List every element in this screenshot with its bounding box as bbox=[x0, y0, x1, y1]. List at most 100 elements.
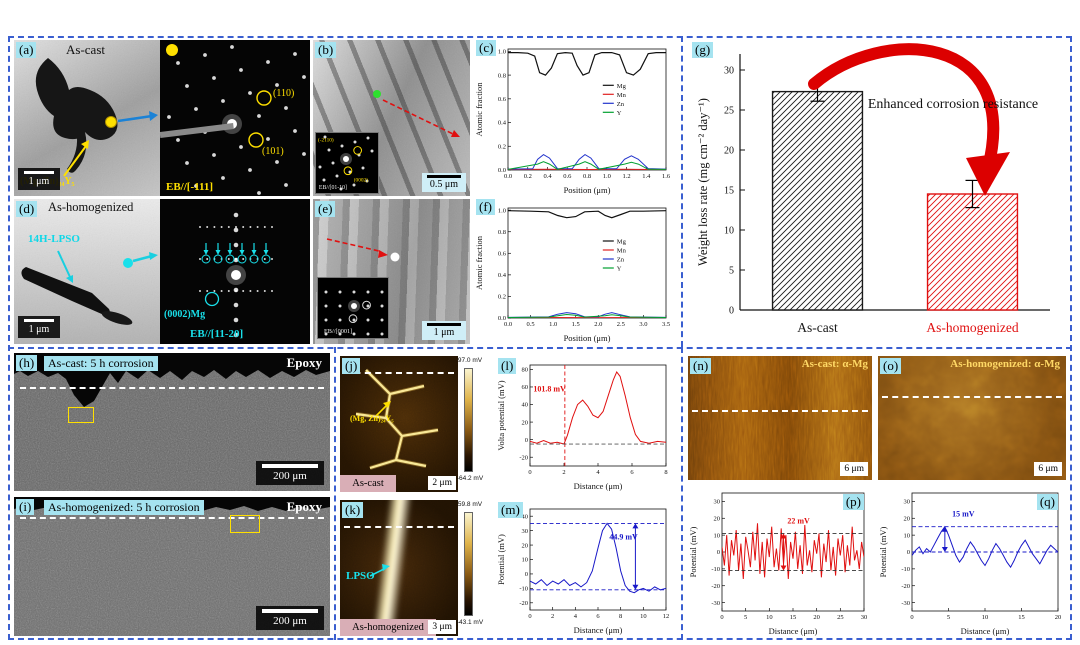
divider-horizontal bbox=[8, 347, 1072, 349]
svg-text:Potential (mV): Potential (mV) bbox=[878, 526, 888, 577]
svg-text:Mn: Mn bbox=[617, 92, 627, 99]
svg-text:0: 0 bbox=[910, 614, 913, 621]
svg-text:0.0: 0.0 bbox=[504, 321, 512, 328]
svg-text:8: 8 bbox=[664, 469, 667, 476]
svg-text:1.2: 1.2 bbox=[622, 173, 630, 180]
svg-text:0: 0 bbox=[528, 469, 531, 476]
svg-text:10: 10 bbox=[766, 614, 773, 621]
red-arrow-icon bbox=[451, 130, 460, 137]
panel-h-sem-image: (h) As-cast: 5 h corrosion Epoxy 200 μm bbox=[14, 353, 330, 491]
panel-letter-c: (c) bbox=[476, 40, 497, 56]
svg-text:Mg: Mg bbox=[617, 83, 627, 90]
svg-text:0.8: 0.8 bbox=[498, 72, 506, 79]
svg-text:1.5: 1.5 bbox=[572, 321, 580, 328]
spot-ring-101 bbox=[248, 132, 264, 148]
svg-text:40: 40 bbox=[522, 513, 529, 520]
svg-text:20: 20 bbox=[1055, 614, 1062, 621]
cyan-arrow-icon bbox=[149, 252, 158, 260]
lpso-rod-shape bbox=[21, 267, 110, 315]
colorbar-min-label: -43.1 mV bbox=[456, 619, 484, 626]
condition-label: As-homogenized bbox=[48, 200, 134, 214]
svg-text:25: 25 bbox=[724, 106, 734, 117]
svg-text:10: 10 bbox=[724, 226, 734, 237]
svg-text:25: 25 bbox=[837, 614, 844, 621]
condition-label: As-cast bbox=[340, 475, 396, 492]
inset-beam-label: EB//[0001] bbox=[324, 328, 352, 335]
svg-text:0.8: 0.8 bbox=[583, 173, 591, 180]
svg-text:Atomic fraction: Atomic fraction bbox=[474, 82, 484, 137]
saed-marker-dot bbox=[105, 116, 117, 128]
dendrite-shape bbox=[35, 58, 118, 140]
svg-text:Potential (mV): Potential (mV) bbox=[496, 534, 506, 585]
svg-text:2: 2 bbox=[562, 469, 565, 476]
svg-text:As-cast: As-cast bbox=[797, 320, 838, 335]
panel-letter-q: (q) bbox=[1036, 494, 1058, 510]
svg-text:0.2: 0.2 bbox=[498, 143, 506, 150]
svg-text:Distance (μm): Distance (μm) bbox=[574, 481, 623, 491]
enhanced-resistance-arrow bbox=[808, 43, 1000, 174]
svg-text:20: 20 bbox=[714, 515, 721, 522]
svg-text:Distance (μm): Distance (μm) bbox=[961, 626, 1010, 636]
colorbar-min-label: -64.2 mV bbox=[456, 475, 484, 482]
red-arrow-icon bbox=[378, 250, 388, 258]
panel-g-bar-chart: (g) Enhanced corrosion resistance 0 5 10 15… bbox=[692, 42, 1064, 344]
svg-text:5: 5 bbox=[729, 266, 734, 277]
saed-marker-dot bbox=[123, 258, 133, 268]
scale-bar: 1 μm bbox=[18, 316, 60, 338]
svg-text:22 mV: 22 mV bbox=[787, 516, 810, 525]
svg-text:Position (μm): Position (μm) bbox=[564, 333, 611, 343]
svg-text:1.0: 1.0 bbox=[498, 207, 506, 214]
svg-text:1.0: 1.0 bbox=[498, 49, 506, 56]
inset-spot-label: (-2110) bbox=[318, 137, 334, 144]
svg-text:0: 0 bbox=[525, 571, 528, 578]
panel-letter-e: (e) bbox=[315, 201, 336, 217]
panel-letter-h: (h) bbox=[16, 355, 38, 371]
corrosion-depth-line bbox=[20, 387, 324, 389]
svg-text:-20: -20 bbox=[519, 600, 528, 607]
svg-text:8: 8 bbox=[619, 613, 622, 620]
svg-text:10: 10 bbox=[904, 532, 911, 539]
svg-text:0.4: 0.4 bbox=[543, 173, 552, 180]
svg-text:-10: -10 bbox=[901, 566, 910, 573]
panel-a-saed: (110) (101) EB//[-111] bbox=[160, 40, 310, 196]
colorbar bbox=[464, 368, 473, 472]
svg-text:10: 10 bbox=[522, 557, 529, 564]
svg-text:0.0: 0.0 bbox=[498, 315, 506, 322]
svg-text:10: 10 bbox=[982, 614, 989, 621]
scale-bar: 200 μm bbox=[256, 606, 324, 630]
svg-text:-20: -20 bbox=[901, 583, 910, 590]
svg-text:-30: -30 bbox=[901, 600, 910, 607]
panel-k-skpfm-image: (k) LPSO As-homogenized 3 μm bbox=[340, 500, 458, 636]
svg-text:Y: Y bbox=[617, 266, 622, 273]
svg-text:2: 2 bbox=[551, 613, 554, 620]
condition-label: As-homogenized bbox=[340, 619, 436, 636]
svg-text:0: 0 bbox=[525, 437, 528, 444]
enhanced-resistance-annotation: Enhanced corrosion resistance bbox=[867, 97, 1039, 112]
svg-text:Atomic fraction: Atomic fraction bbox=[474, 235, 484, 290]
phase-label: (Mg, Zn)₂₄Y₅ bbox=[350, 414, 394, 423]
panel-l-chart: (l) 0 2 4 6 8 -20 0 20 40 60 80 Distance (μm) Volta … bbox=[496, 356, 674, 492]
panel-letter-f: (f) bbox=[476, 199, 495, 215]
diffraction-pattern bbox=[160, 199, 310, 344]
beam-direction-label: EB//[-111] bbox=[166, 181, 213, 193]
svg-text:44.9 mV: 44.9 mV bbox=[609, 532, 638, 541]
panel-letter-l: (l) bbox=[498, 358, 517, 374]
panel-letter-k: (k) bbox=[342, 502, 364, 518]
figure-border bbox=[8, 36, 1072, 640]
svg-text:0.0: 0.0 bbox=[498, 167, 506, 174]
svg-text:101.8 mV: 101.8 mV bbox=[533, 384, 566, 393]
inset-beam-label: EB//[01-10] bbox=[319, 185, 347, 191]
svg-text:0.0: 0.0 bbox=[504, 173, 512, 180]
svg-text:0: 0 bbox=[528, 613, 531, 620]
svg-text:Y: Y bbox=[617, 110, 622, 117]
svg-text:10: 10 bbox=[640, 613, 647, 620]
roi-box bbox=[230, 515, 260, 533]
panel-d-saed: (0002)Mg EB//[11-20] bbox=[160, 199, 310, 344]
scale-bar: 6 μm bbox=[840, 462, 868, 476]
svg-text:Zn: Zn bbox=[617, 257, 625, 264]
scale-bar: 200 μm bbox=[256, 461, 324, 485]
svg-text:Volta potential (mV): Volta potential (mV) bbox=[496, 380, 506, 450]
eds-point-dot bbox=[390, 252, 400, 262]
roi-box bbox=[68, 407, 94, 423]
